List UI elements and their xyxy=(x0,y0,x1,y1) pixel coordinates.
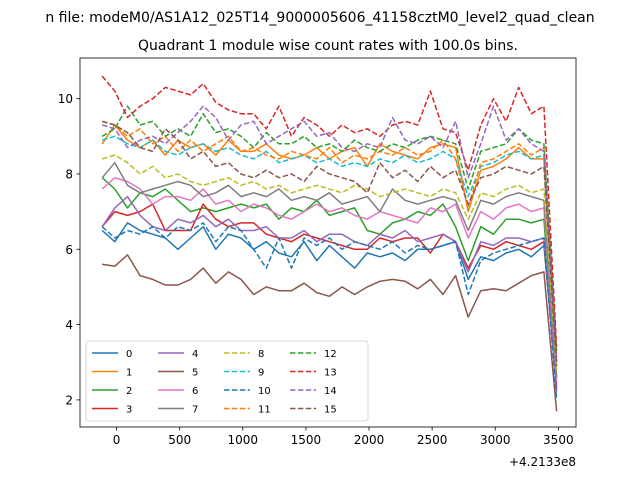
series-line-9 xyxy=(101,135,558,359)
x-tick-label: 500 xyxy=(168,433,191,447)
y-tick-label: 8 xyxy=(65,167,73,181)
y-tick-label: 10 xyxy=(58,92,73,106)
series-line-6 xyxy=(101,176,558,382)
legend-label-10: 10 xyxy=(258,386,271,397)
x-tick-label: 2000 xyxy=(354,433,385,447)
legend-label-0: 0 xyxy=(126,349,132,360)
x-offset-label: +4.2133e8 xyxy=(509,455,576,469)
series-line-14 xyxy=(101,105,558,363)
legend-label-3: 3 xyxy=(126,405,132,416)
x-tick-label: 0 xyxy=(113,433,121,447)
series-line-8 xyxy=(101,154,558,370)
legend-label-11: 11 xyxy=(258,405,271,416)
series-line-2 xyxy=(101,177,558,378)
window-title: n file: modeM0/AS1A12_025T14_9000005606_… xyxy=(45,10,594,26)
plot-frame xyxy=(79,57,577,428)
legend-label-5: 5 xyxy=(192,368,198,379)
series-line-13 xyxy=(101,75,558,348)
x-tick-label: 3500 xyxy=(543,433,574,447)
series-line-10 xyxy=(101,222,558,400)
legend-label-14: 14 xyxy=(324,386,337,397)
legend-label-7: 7 xyxy=(192,405,198,416)
y-axis: 2 4 6 8 10 xyxy=(58,92,80,407)
legend-label-13: 13 xyxy=(324,368,337,379)
legend-label-4: 4 xyxy=(192,349,198,360)
series-line-12 xyxy=(101,105,558,351)
legend-label-6: 6 xyxy=(192,386,198,397)
legend-label-9: 9 xyxy=(258,368,264,379)
x-tick-label: 1500 xyxy=(291,433,322,447)
x-axis: 0 500 1000 1500 2000 2500 3000 3500 xyxy=(113,427,574,447)
x-tick-label: 1000 xyxy=(228,433,259,447)
series-line-3 xyxy=(101,203,558,389)
series-line-5 xyxy=(102,254,558,412)
x-tick-label: 2500 xyxy=(417,433,448,447)
series-line-7 xyxy=(101,161,558,378)
legend-label-15: 15 xyxy=(324,405,337,416)
chart-title: Quadrant 1 module wise count rates with … xyxy=(138,38,518,54)
legend-label-2: 2 xyxy=(126,386,132,397)
y-tick-label: 2 xyxy=(65,393,73,407)
legend-label-12: 12 xyxy=(324,349,337,360)
series-line-0 xyxy=(101,222,558,385)
legend-label-8: 8 xyxy=(258,349,264,360)
x-tick-label: 3000 xyxy=(480,433,511,447)
plot-lines xyxy=(101,75,558,412)
series-line-4 xyxy=(101,195,558,393)
y-tick-label: 4 xyxy=(65,318,73,332)
legend-box xyxy=(85,340,369,422)
y-tick-label: 6 xyxy=(65,243,73,257)
legend-label-1: 1 xyxy=(126,368,132,379)
series-line-15 xyxy=(101,120,558,367)
series-line-11 xyxy=(101,120,558,355)
